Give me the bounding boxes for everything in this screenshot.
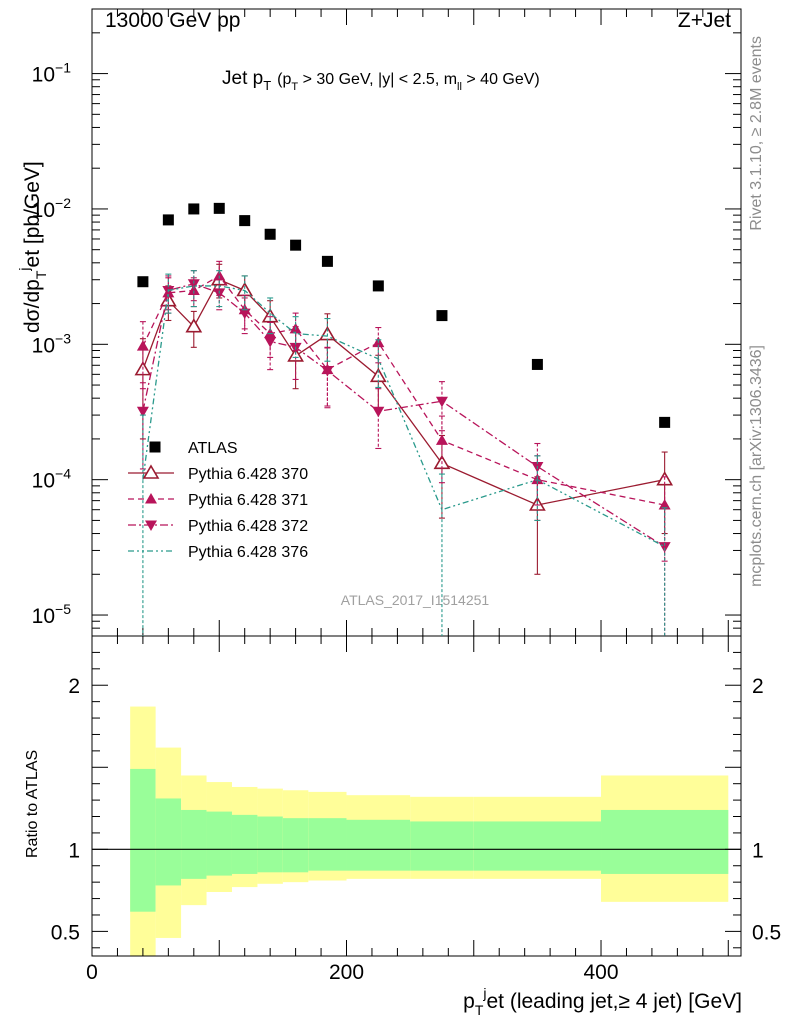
main-y-tick-label: 10−4 [32,466,72,493]
series-line [142,275,665,506]
data-point [136,340,149,351]
data-point [435,434,448,445]
data-point [136,406,149,418]
data-point [162,214,174,226]
legend-label: Pythia 6.428 371 [188,492,308,509]
ratio-green-band [601,809,729,874]
data-point [188,203,200,215]
series-4 [139,270,668,636]
data-point [264,228,276,240]
data-point [239,215,251,227]
x-tick-label: 0 [86,961,98,984]
ratio-y-tick-label-right: 0.5 [752,921,781,944]
data-point [436,310,448,322]
data-point [213,269,226,281]
rivet-version-label: Rivet 3.1.10, ≥ 2.8M events [748,36,765,231]
series-0 [137,202,671,428]
data-point [321,366,334,377]
ratio-green-band [155,798,182,886]
legend-label: Pythia 6.428 370 [188,466,308,483]
ratio-green-band [473,821,602,871]
main-axes: 10−5 10−4 10−3 10−2 10−1 [32,8,742,637]
data-point [213,202,225,214]
main-y-tick-label: 10−1 [32,60,72,87]
data-point [372,280,384,292]
series-line [142,283,665,548]
ratio-green-band [257,816,283,873]
main-y-tick-label: 10−2 [32,195,72,222]
x-tick-label: 400 [583,961,618,984]
data-point [287,347,305,362]
header-energy-label: 13000 GeV pp [105,9,240,32]
ratio-green-band [231,814,258,874]
legend-marker [149,441,161,453]
ratio-bands [130,706,729,956]
ratio-y-axis-label: Ratio to ATLAS [24,750,41,858]
data-point [187,279,200,290]
legend-label: ATLAS [188,440,238,457]
data-point [238,308,251,320]
main-y-tick-label: 10−5 [32,601,72,628]
x-axis-label: pTjet (leading jet,≥ 4 jet) [GeV] [463,985,742,1018]
ratio-y-tick-label-right: 2 [752,675,764,698]
main-plot-title: Jet pT (pT > 30 GeV, |y| < 2.5, mll > 40 … [222,68,540,93]
ratio-y-tick-label: 2 [68,675,80,698]
data-point [372,406,385,418]
analysis-watermark: ATLAS_2017_I1514251 [341,592,490,608]
data-point [435,396,448,408]
series-line [142,285,665,548]
ratio-axes: 0.5 0.5 1 1 2 2 0 200 400 [51,635,781,984]
mcplots-label: mcplots.cern.ch [arXiv:1306.3436] [748,345,765,587]
ratio-plot-frame [91,635,742,957]
legend-label: Pythia 6.428 372 [188,518,308,535]
legend-marker [145,520,157,531]
legend-marker [145,493,157,504]
data-point [658,498,671,510]
series-layer [134,202,674,636]
data-point [321,255,333,267]
ratio-green-band [346,819,411,871]
data-point [531,358,543,370]
main-y-tick-label: 10−3 [32,330,72,357]
header-process-label: Z+Jet [678,9,731,32]
legend-marker [142,464,160,479]
ratio-green-band [282,818,309,873]
data-point [659,416,671,428]
series-line [142,278,665,506]
ratio-y-tick-label: 1 [68,839,80,862]
main-y-axis-label: dσ/dpTjet [pb/GeV] [16,161,49,333]
ratio-green-band [130,768,156,912]
x-tick-label: 200 [329,961,364,984]
legend-label: Pythia 6.428 376 [188,544,308,561]
ratio-green-band [181,809,207,879]
data-point [264,336,277,348]
ratio-green-band [206,811,232,876]
ratio-y-tick-label-right: 1 [752,839,764,862]
ratio-y-tick-label: 0.5 [51,921,80,944]
data-point [137,276,149,288]
legend: ATLAS Pythia 6.428 370 Pythia 6.428 371 Pyt… [128,440,308,561]
data-point [290,239,302,251]
data-point [185,318,203,333]
ratio-green-band [410,821,474,871]
ratio-green-band [308,818,347,871]
